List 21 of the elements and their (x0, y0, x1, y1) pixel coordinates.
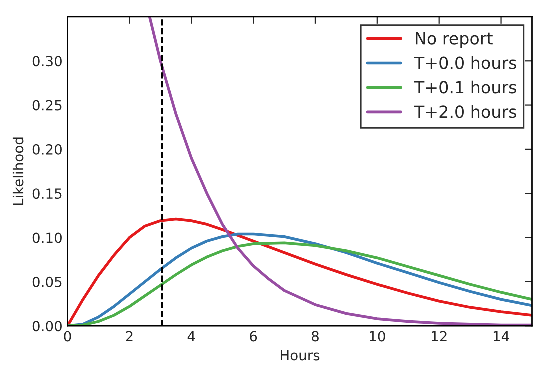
y-tick-label: 0.00 (32, 321, 62, 332)
legend-label: T+0.0 hours (414, 56, 516, 70)
y-tick-label: 0.10 (32, 232, 62, 244)
x-tick-label: 8 (312, 331, 319, 342)
y-tick-label: 0.20 (32, 144, 62, 155)
legend-label: T+0.1 hours (414, 80, 516, 94)
x-tick-label: 12 (432, 331, 447, 342)
y-tick-label: 0.30 (32, 56, 62, 67)
x-tick-label: 14 (494, 331, 510, 342)
x-axis-title: Hours (281, 350, 320, 361)
y-axis-title: Likelihood (12, 138, 24, 206)
x-tick-label: 4 (188, 331, 196, 342)
y-tick-label: 0.25 (32, 100, 62, 111)
x-tick-label: 0 (64, 331, 72, 342)
y-tick-label: 0.05 (32, 276, 62, 288)
x-tick-label: 2 (126, 331, 133, 342)
legend-label: No report (416, 32, 493, 48)
legend-label: T+2.0 hours (414, 105, 516, 118)
x-tick-label: 6 (250, 331, 258, 342)
y-tick-label: 0.15 (32, 188, 62, 200)
x-tick-label: 10 (370, 331, 386, 342)
